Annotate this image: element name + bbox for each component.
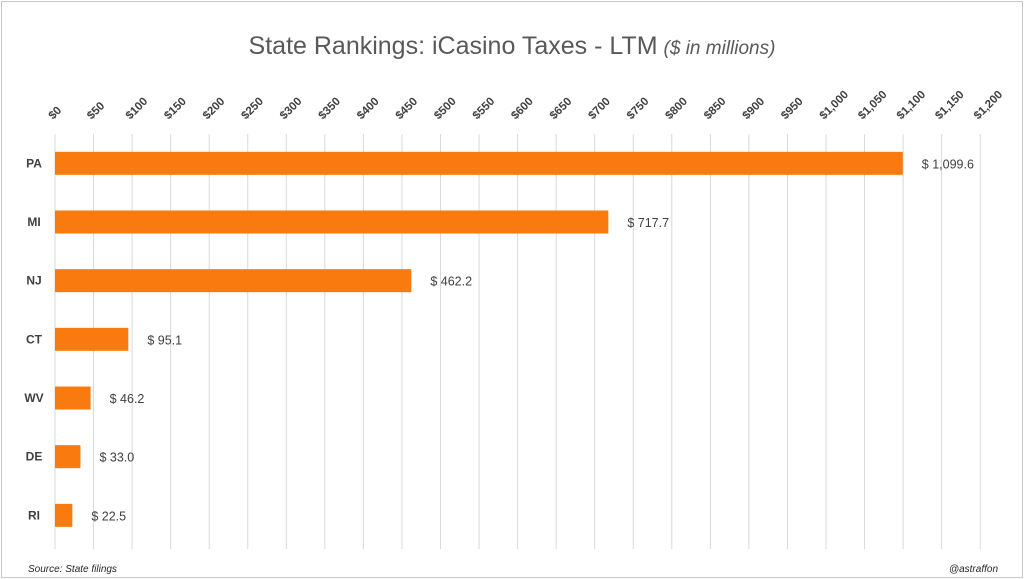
- data-labels: $ 1,099.6 $ 717.7 $ 462.2 $ 95.1 $ 46.2 $ 33.…: [91, 157, 974, 523]
- x-tick-label: $1,150: [933, 89, 966, 122]
- x-tick-label: $150: [162, 96, 189, 123]
- x-tick-label: $550: [471, 96, 498, 123]
- category-label: WV: [24, 391, 43, 405]
- x-tick-label: $400: [355, 96, 382, 123]
- chart-title-main: State Rankings: iCasino Taxes - LTM: [249, 32, 658, 60]
- x-tick-label: $750: [625, 96, 652, 123]
- x-tick-label: $1,050: [856, 89, 889, 122]
- x-tick-label: $1,100: [895, 89, 928, 122]
- data-label: $ 46.2: [110, 392, 145, 406]
- data-label: $ 1,099.6: [922, 157, 974, 171]
- author-credit: @astraffon: [949, 564, 999, 575]
- x-tick-label: $900: [741, 96, 768, 123]
- category-labels: PA MI NJ CT WV DE RI: [24, 156, 43, 522]
- x-tick-label: $250: [239, 96, 266, 123]
- bar-nj: [55, 269, 412, 293]
- category-label: RI: [28, 508, 40, 522]
- x-tick-label: $1,000: [818, 89, 851, 122]
- category-label: CT: [26, 332, 43, 346]
- x-tick-label: $50: [85, 100, 107, 122]
- x-tick-label: $350: [316, 96, 343, 123]
- x-tick-label: $800: [663, 96, 690, 123]
- x-tick-label: $600: [509, 96, 536, 123]
- category-label: DE: [26, 450, 43, 464]
- x-tick-label: $1,200: [972, 89, 1005, 122]
- bar-de: [55, 445, 81, 469]
- category-label: MI: [27, 215, 40, 229]
- source-note: Source: State filings: [28, 564, 117, 575]
- x-tick-label: $100: [124, 96, 151, 123]
- x-axis-ticks: $0 $50 $100 $150 $200 $250 $300 $350 $400 $450 $50…: [47, 89, 1006, 122]
- x-tick-label: $500: [432, 96, 459, 123]
- data-label: $ 33.0: [99, 451, 134, 465]
- data-label: $ 22.5: [91, 509, 126, 523]
- bars: [55, 151, 903, 527]
- bar-ri: [55, 503, 73, 527]
- x-tick-label: $0: [47, 105, 65, 123]
- bar-mi: [55, 210, 609, 234]
- data-label: $ 462.2: [430, 275, 472, 289]
- bar-wv: [55, 386, 91, 410]
- x-tick-label: $950: [779, 96, 806, 123]
- x-tick-label: $300: [278, 96, 305, 123]
- x-tick-label: $650: [548, 96, 575, 123]
- chart-title: State Rankings: iCasino Taxes - LTM ($ in…: [249, 32, 776, 60]
- data-label: $ 717.7: [627, 216, 669, 230]
- chart-title-subtitle: ($ in millions): [664, 38, 776, 59]
- x-tick-label: $450: [394, 96, 421, 123]
- x-tick-label: $850: [702, 96, 729, 123]
- x-tick-label: $700: [586, 96, 613, 123]
- category-label: NJ: [26, 274, 41, 288]
- bar-pa: [55, 151, 903, 175]
- category-label: PA: [26, 156, 42, 170]
- x-tick-label: $200: [201, 96, 228, 123]
- gridlines: [54, 134, 981, 549]
- data-label: $ 95.1: [147, 333, 182, 347]
- bar-ct: [55, 327, 129, 351]
